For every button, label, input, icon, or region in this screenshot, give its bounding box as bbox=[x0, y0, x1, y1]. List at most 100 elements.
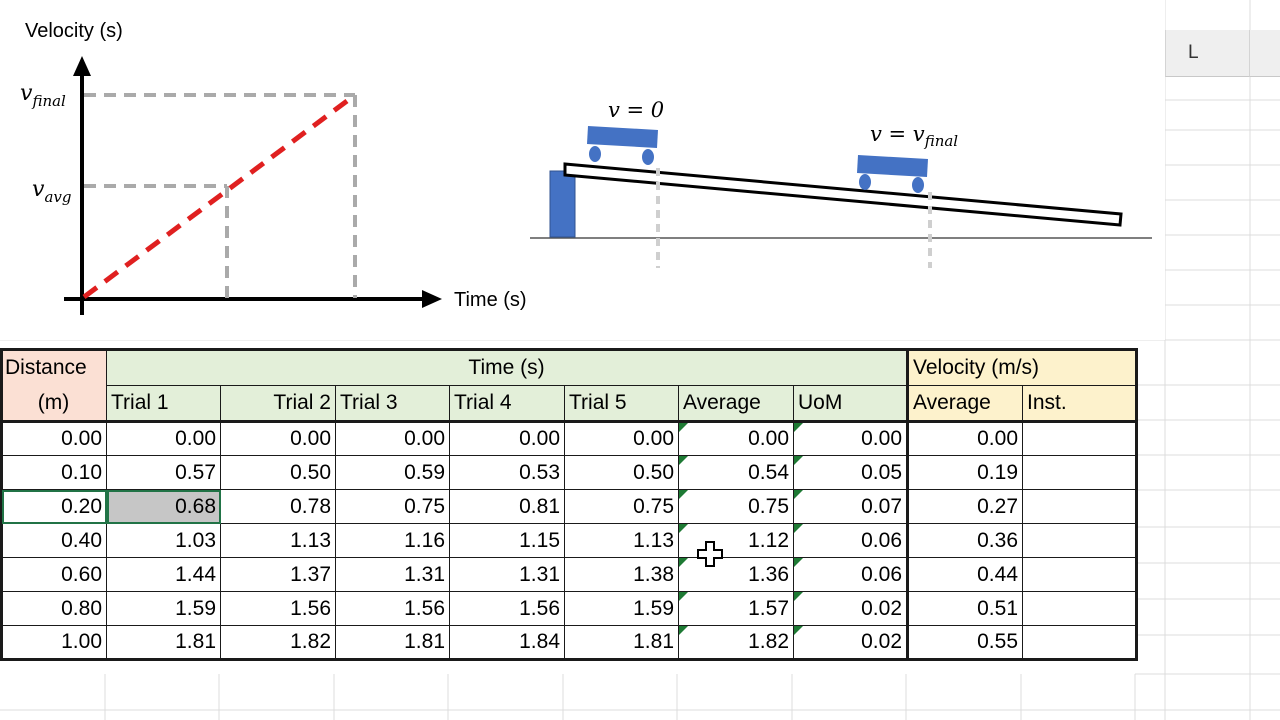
velocity-line bbox=[82, 92, 357, 300]
trial4-cell[interactable]: 1.31 bbox=[449, 557, 565, 592]
trial4-header[interactable]: Trial 4 bbox=[449, 385, 565, 422]
table-row: 0.10 0.57 0.50 0.59 0.53 0.50 0.54 0.05 0.19 bbox=[0, 455, 1138, 490]
v-final-label: vfinal bbox=[20, 81, 66, 110]
inst-velocity-cell[interactable] bbox=[1022, 557, 1138, 592]
trial3-header[interactable]: Trial 3 bbox=[335, 385, 450, 422]
column-header-l[interactable]: L bbox=[1165, 30, 1250, 77]
distance-cell[interactable]: 0.00 bbox=[0, 420, 107, 456]
velocity-group-header[interactable]: Velocity (m/s) bbox=[906, 348, 1138, 386]
distance-cell[interactable]: 0.80 bbox=[0, 591, 107, 626]
trial2-cell[interactable]: 1.37 bbox=[220, 557, 336, 592]
uom-cell[interactable]: 0.07 bbox=[793, 489, 908, 524]
distance-cell[interactable]: 0.10 bbox=[0, 455, 107, 490]
uom-cell[interactable]: 0.00 bbox=[793, 420, 908, 456]
average-time-cell[interactable]: 0.54 bbox=[678, 455, 794, 490]
x-axis-arrow bbox=[422, 290, 442, 308]
trial4-cell[interactable]: 0.53 bbox=[449, 455, 565, 490]
average-time-cell[interactable]: 0.75 bbox=[678, 489, 794, 524]
average-time-header[interactable]: Average bbox=[678, 385, 794, 422]
distance-unit-header[interactable]: (m) bbox=[0, 385, 107, 422]
uom-cell[interactable]: 0.05 bbox=[793, 455, 908, 490]
ramp-diagram: v = 0 v = vfinal bbox=[530, 98, 1152, 268]
inst-velocity-cell[interactable] bbox=[1022, 420, 1138, 456]
inst-velocity-cell[interactable] bbox=[1022, 591, 1138, 626]
time-group-header[interactable]: Time (s) bbox=[106, 348, 908, 386]
average-time-cell[interactable]: 0.00 bbox=[678, 420, 794, 456]
header-row-2: (m) Trial 1 Trial 2 Trial 3 Trial 4 Tria… bbox=[0, 385, 1138, 422]
trial1-cell[interactable]: 0.57 bbox=[106, 455, 221, 490]
inst-velocity-cell[interactable] bbox=[1022, 489, 1138, 524]
uom-cell[interactable]: 0.02 bbox=[793, 625, 908, 661]
trial2-cell[interactable]: 1.13 bbox=[220, 523, 336, 558]
trial3-cell[interactable]: 1.56 bbox=[335, 591, 450, 626]
trial4-cell[interactable]: 0.81 bbox=[449, 489, 565, 524]
end-cart bbox=[857, 155, 928, 193]
trial4-cell[interactable]: 0.00 bbox=[449, 420, 565, 456]
trial3-cell[interactable]: 0.00 bbox=[335, 420, 450, 456]
trial3-cell[interactable]: 0.75 bbox=[335, 489, 450, 524]
trial5-cell[interactable]: 1.81 bbox=[564, 625, 679, 661]
trial1-cell[interactable]: 1.03 bbox=[106, 523, 221, 558]
table-body: 0.00 0.00 0.00 0.00 0.00 0.00 0.00 0.00 0.00 0.10… bbox=[0, 420, 1138, 661]
distance-cell[interactable]: 0.20 bbox=[0, 489, 107, 524]
start-velocity-label: v = 0 bbox=[608, 98, 664, 122]
trial5-cell[interactable]: 1.38 bbox=[564, 557, 679, 592]
column-header-m[interactable] bbox=[1250, 30, 1280, 77]
average-velocity-cell[interactable]: 0.51 bbox=[906, 591, 1023, 626]
trial5-cell[interactable]: 1.59 bbox=[564, 591, 679, 626]
x-axis-label: Time (s) bbox=[454, 289, 527, 311]
trial5-cell[interactable]: 0.75 bbox=[564, 489, 679, 524]
trial4-cell[interactable]: 1.15 bbox=[449, 523, 565, 558]
trial1-cell[interactable]: 1.44 bbox=[106, 557, 221, 592]
velocity-time-graph: Velocity (s) Time (s) vfinal vavg bbox=[20, 20, 527, 315]
trial1-cell[interactable]: 0.68 bbox=[106, 489, 221, 524]
average-velocity-cell[interactable]: 0.36 bbox=[906, 523, 1023, 558]
trial5-cell[interactable]: 0.50 bbox=[564, 455, 679, 490]
trial1-cell[interactable]: 1.81 bbox=[106, 625, 221, 661]
trial1-cell[interactable]: 1.59 bbox=[106, 591, 221, 626]
trial1-cell[interactable]: 0.00 bbox=[106, 420, 221, 456]
trial3-cell[interactable]: 1.81 bbox=[335, 625, 450, 661]
trial3-cell[interactable]: 0.59 bbox=[335, 455, 450, 490]
trial2-cell[interactable]: 1.56 bbox=[220, 591, 336, 626]
average-time-cell[interactable]: 1.57 bbox=[678, 591, 794, 626]
average-velocity-cell[interactable]: 0.44 bbox=[906, 557, 1023, 592]
trial2-cell[interactable]: 0.00 bbox=[220, 420, 336, 456]
inst-velocity-cell[interactable] bbox=[1022, 455, 1138, 490]
distance-cell[interactable]: 1.00 bbox=[0, 625, 107, 661]
trial5-cell[interactable]: 0.00 bbox=[564, 420, 679, 456]
trial1-header[interactable]: Trial 1 bbox=[106, 385, 221, 422]
trial2-cell[interactable]: 0.78 bbox=[220, 489, 336, 524]
trial5-header[interactable]: Trial 5 bbox=[564, 385, 679, 422]
final-velocity-label: v = vfinal bbox=[870, 122, 958, 150]
distance-header[interactable]: Distance bbox=[0, 348, 107, 386]
average-time-cell[interactable]: 1.82 bbox=[678, 625, 794, 661]
average-time-cell[interactable]: 1.36 bbox=[678, 557, 794, 592]
trial5-cell[interactable]: 1.13 bbox=[564, 523, 679, 558]
average-velocity-cell[interactable]: 0.27 bbox=[906, 489, 1023, 524]
trial2-cell[interactable]: 1.82 bbox=[220, 625, 336, 661]
average-velocity-header[interactable]: Average bbox=[906, 385, 1023, 422]
table-row: 0.20 0.68 0.78 0.75 0.81 0.75 0.75 0.07 0.27 bbox=[0, 489, 1138, 524]
table-row: 0.40 1.03 1.13 1.16 1.15 1.13 1.12 0.06 0.36 bbox=[0, 523, 1138, 558]
average-time-cell[interactable]: 1.12 bbox=[678, 523, 794, 558]
trial2-header[interactable]: Trial 2 bbox=[220, 385, 336, 422]
uom-cell[interactable]: 0.06 bbox=[793, 557, 908, 592]
inst-velocity-header[interactable]: Inst. bbox=[1022, 385, 1138, 422]
inst-velocity-cell[interactable] bbox=[1022, 523, 1138, 558]
trial3-cell[interactable]: 1.31 bbox=[335, 557, 450, 592]
average-velocity-cell[interactable]: 0.19 bbox=[906, 455, 1023, 490]
uom-header[interactable]: UoM bbox=[793, 385, 908, 422]
trial4-cell[interactable]: 1.56 bbox=[449, 591, 565, 626]
average-velocity-cell[interactable]: 0.55 bbox=[906, 625, 1023, 661]
trial2-cell[interactable]: 0.50 bbox=[220, 455, 336, 490]
uom-cell[interactable]: 0.02 bbox=[793, 591, 908, 626]
distance-cell[interactable]: 0.60 bbox=[0, 557, 107, 592]
inst-velocity-cell[interactable] bbox=[1022, 625, 1138, 661]
start-cart bbox=[587, 126, 658, 165]
uom-cell[interactable]: 0.06 bbox=[793, 523, 908, 558]
average-velocity-cell[interactable]: 0.00 bbox=[906, 420, 1023, 456]
trial3-cell[interactable]: 1.16 bbox=[335, 523, 450, 558]
distance-cell[interactable]: 0.40 bbox=[0, 523, 107, 558]
trial4-cell[interactable]: 1.84 bbox=[449, 625, 565, 661]
